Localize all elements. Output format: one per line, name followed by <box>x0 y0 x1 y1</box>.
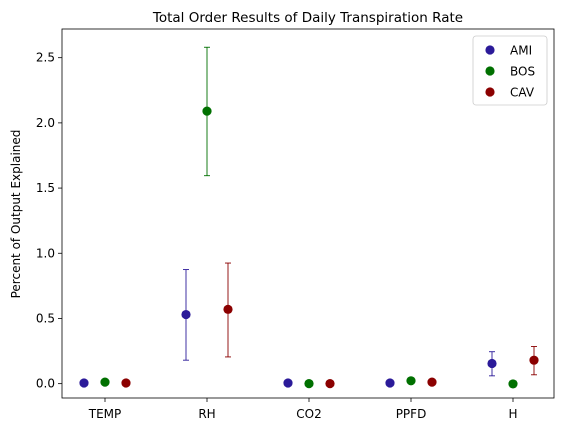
axis-ticks: 0.0 0.5 1.0 1.5 2.0 2.5 TEMP RH CO2 PPFD H <box>36 51 518 421</box>
legend-label: AMI <box>510 44 532 58</box>
data-point <box>427 377 437 387</box>
plot-frame <box>61 28 555 399</box>
data-point <box>79 378 89 388</box>
data-point <box>529 355 539 365</box>
x-tick-label: CO2 <box>296 407 321 421</box>
y-tick-label: 1.5 <box>36 181 55 195</box>
y-tick-label: 2.5 <box>36 51 55 65</box>
data-point <box>304 379 314 389</box>
data-point <box>283 378 293 388</box>
chart-title: Total Order Results of Daily Transpirati… <box>152 10 463 26</box>
data-point <box>202 106 212 116</box>
data-point <box>223 304 233 314</box>
data-point <box>508 379 518 389</box>
legend-marker <box>485 66 495 76</box>
data-point <box>406 376 416 386</box>
y-tick-label: 2.0 <box>36 116 55 130</box>
x-tick-label: TEMP <box>88 407 122 421</box>
data-point <box>325 379 335 389</box>
y-tick-label: 0.0 <box>36 377 55 391</box>
legend-label: CAV <box>510 86 535 100</box>
data-marks <box>79 46 539 389</box>
y-tick-label: 1.0 <box>36 246 55 260</box>
legend-marker <box>485 87 495 97</box>
data-point <box>121 378 131 388</box>
data-point <box>181 309 191 320</box>
y-axis-title: Percent of Output Explained <box>9 130 23 299</box>
x-tick-label: PPFD <box>396 407 427 421</box>
y-tick-label: 0.5 <box>36 311 55 325</box>
legend-label: BOS <box>510 65 535 79</box>
x-tick-label: RH <box>198 407 215 421</box>
legend: AMI BOS CAV <box>472 35 548 106</box>
data-point <box>487 358 497 369</box>
x-tick-label: H <box>508 407 517 421</box>
legend-marker <box>485 45 495 55</box>
data-point <box>385 378 395 388</box>
data-point <box>100 377 110 387</box>
